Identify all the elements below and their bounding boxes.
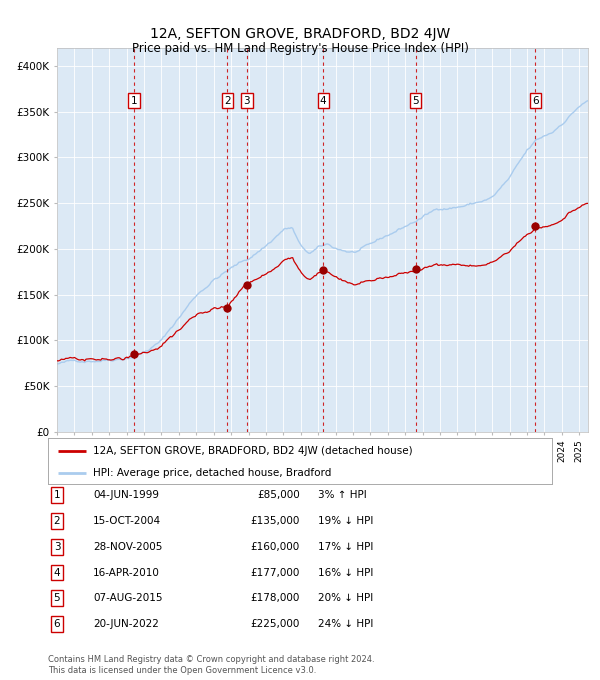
Text: £225,000: £225,000 bbox=[251, 619, 300, 629]
Text: 6: 6 bbox=[532, 96, 539, 105]
Text: 07-AUG-2015: 07-AUG-2015 bbox=[93, 594, 163, 603]
Text: 4: 4 bbox=[320, 96, 326, 105]
Text: 2: 2 bbox=[224, 96, 231, 105]
Text: 24% ↓ HPI: 24% ↓ HPI bbox=[318, 619, 373, 629]
Text: 19% ↓ HPI: 19% ↓ HPI bbox=[318, 516, 373, 526]
Text: 6: 6 bbox=[53, 619, 61, 629]
Text: Price paid vs. HM Land Registry's House Price Index (HPI): Price paid vs. HM Land Registry's House … bbox=[131, 42, 469, 55]
Text: £135,000: £135,000 bbox=[251, 516, 300, 526]
Text: £85,000: £85,000 bbox=[257, 490, 300, 500]
Text: HPI: Average price, detached house, Bradford: HPI: Average price, detached house, Brad… bbox=[94, 468, 332, 477]
Text: 12A, SEFTON GROVE, BRADFORD, BD2 4JW (detached house): 12A, SEFTON GROVE, BRADFORD, BD2 4JW (de… bbox=[94, 446, 413, 456]
Text: 17% ↓ HPI: 17% ↓ HPI bbox=[318, 542, 373, 551]
Text: 3: 3 bbox=[244, 96, 250, 105]
Text: 15-OCT-2004: 15-OCT-2004 bbox=[93, 516, 161, 526]
Text: 12A, SEFTON GROVE, BRADFORD, BD2 4JW: 12A, SEFTON GROVE, BRADFORD, BD2 4JW bbox=[150, 27, 450, 41]
Text: 5: 5 bbox=[53, 594, 61, 603]
Text: 2: 2 bbox=[53, 516, 61, 526]
Text: 28-NOV-2005: 28-NOV-2005 bbox=[93, 542, 163, 551]
Text: 3: 3 bbox=[53, 542, 61, 551]
Text: 20-JUN-2022: 20-JUN-2022 bbox=[93, 619, 159, 629]
Text: 1: 1 bbox=[53, 490, 61, 500]
Text: 16% ↓ HPI: 16% ↓ HPI bbox=[318, 568, 373, 577]
Text: 4: 4 bbox=[53, 568, 61, 577]
Text: £177,000: £177,000 bbox=[251, 568, 300, 577]
Text: 1: 1 bbox=[131, 96, 137, 105]
Text: 5: 5 bbox=[412, 96, 419, 105]
Text: £178,000: £178,000 bbox=[251, 594, 300, 603]
Text: 16-APR-2010: 16-APR-2010 bbox=[93, 568, 160, 577]
Text: 3% ↑ HPI: 3% ↑ HPI bbox=[318, 490, 367, 500]
Text: 04-JUN-1999: 04-JUN-1999 bbox=[93, 490, 159, 500]
Text: £160,000: £160,000 bbox=[251, 542, 300, 551]
Text: Contains HM Land Registry data © Crown copyright and database right 2024.
This d: Contains HM Land Registry data © Crown c… bbox=[48, 655, 374, 675]
Text: 20% ↓ HPI: 20% ↓ HPI bbox=[318, 594, 373, 603]
